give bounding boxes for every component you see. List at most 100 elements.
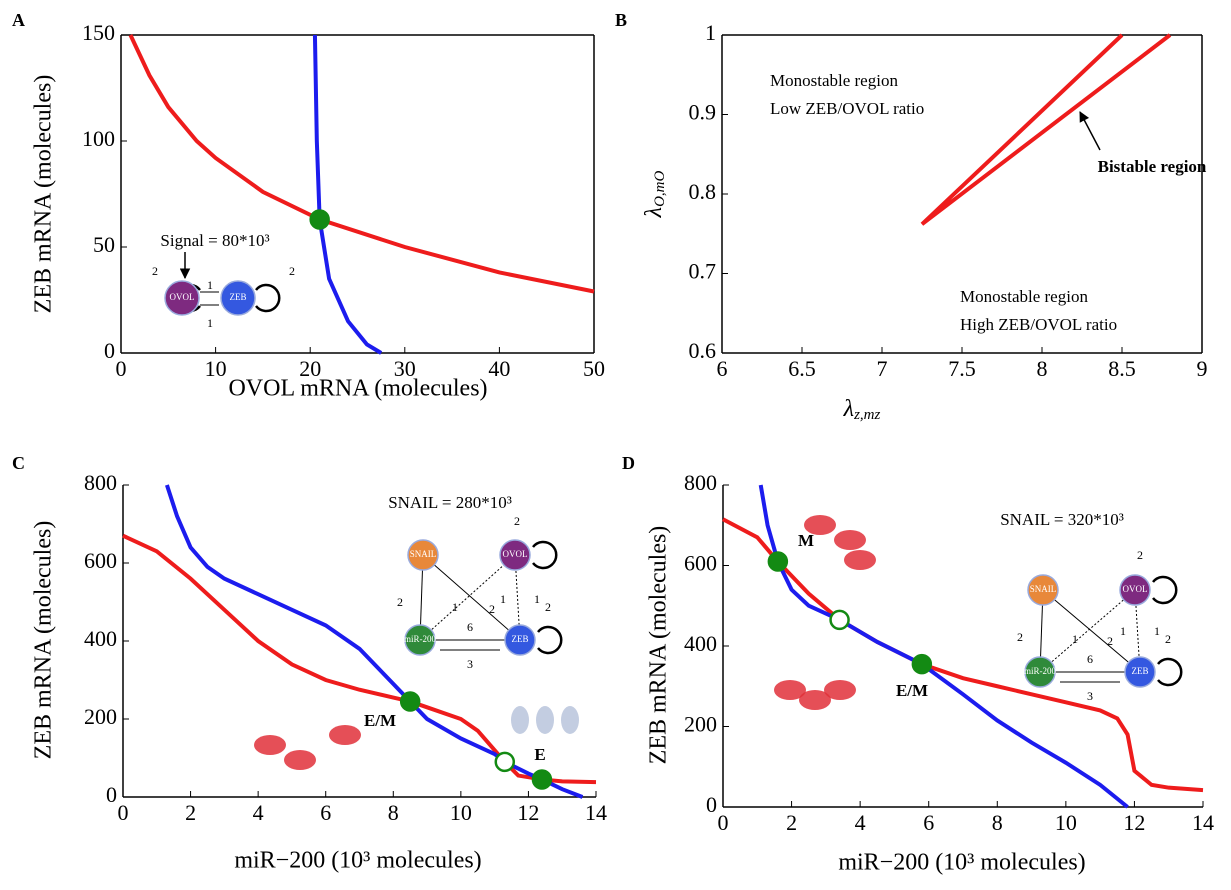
y-tick-label: 0.8	[689, 179, 717, 204]
y-tick-label: 1	[705, 20, 716, 45]
y-axis-label: ZEB mRNA (molecules)	[31, 521, 57, 760]
y-tick-label: 0	[104, 338, 115, 363]
inset-self-loop	[255, 283, 281, 313]
inset-edge-label: 2	[545, 600, 551, 614]
inset-self-loop	[532, 540, 558, 570]
cell-icon	[774, 680, 806, 700]
cell-icon	[284, 750, 316, 770]
inset-edge-label: 2	[514, 514, 520, 528]
inset-edge-label: 2	[1017, 630, 1023, 644]
annotation: M	[798, 531, 814, 550]
cell-icon	[329, 725, 361, 745]
inset-node	[164, 280, 200, 316]
inset-edge-label: 3	[467, 657, 473, 671]
curve	[722, 517, 1204, 793]
x-tick-label: 50	[583, 356, 605, 381]
x-axis-label: λz,mz	[843, 396, 881, 424]
curve	[920, 33, 1172, 226]
steady-state	[531, 769, 553, 790]
x-tick-label: 12	[517, 800, 539, 825]
y-tick-label: 50	[93, 232, 115, 257]
inset-edge-label: 1	[1154, 624, 1160, 638]
cell-icon	[799, 690, 831, 710]
inset-node-label: OVOL	[1123, 584, 1148, 594]
x-tick-label: 6	[320, 800, 331, 825]
y-tick-label: 150	[82, 20, 115, 45]
curve	[165, 484, 584, 799]
x-tick-label: 14	[585, 800, 607, 825]
steady-state	[829, 609, 850, 631]
inset-node-label: ZEB	[230, 292, 247, 302]
inset-edge-label: 1	[534, 592, 540, 606]
y-tick-label: 600	[684, 551, 717, 576]
cell-icon	[844, 550, 876, 570]
cell-icon	[834, 530, 866, 550]
inset-edge-label: 6	[1087, 652, 1093, 666]
x-tick-label: 20	[299, 356, 321, 381]
inset-edge-label: 2	[289, 264, 295, 278]
panel-label: A	[12, 10, 25, 30]
x-tick-label: 14	[1192, 810, 1214, 835]
y-axis-label: ZEB mRNA (molecules)	[31, 75, 57, 314]
inset-node	[1124, 656, 1156, 688]
curve	[128, 34, 595, 294]
inset-edge-label: 2	[397, 595, 403, 609]
inset-self-loop	[1157, 657, 1183, 687]
cell-icon	[824, 680, 856, 700]
inset-edge-label: 2	[152, 264, 158, 278]
annotation: Signal = 80*10³	[160, 231, 269, 250]
inset-node-label: ZEB	[1132, 666, 1149, 676]
curve	[312, 34, 383, 355]
y-tick-label: 600	[84, 548, 117, 573]
annotation: Low ZEB/OVOL ratio	[770, 99, 924, 118]
inset-node	[404, 624, 436, 656]
inset-edge-label: 1	[1120, 624, 1126, 638]
x-tick-label: 6.5	[788, 356, 816, 381]
x-axis-label: OVOL mRNA (molecules)	[228, 376, 487, 402]
arrow	[1079, 111, 1101, 151]
x-tick-label: 4	[855, 810, 866, 835]
annotation: SNAIL = 280*10³	[388, 493, 512, 512]
inset-edge-label: 1	[452, 600, 458, 614]
x-tick-label: 7.5	[948, 356, 976, 381]
inset-node	[220, 280, 256, 316]
inset-node-label: miR-200	[1024, 666, 1057, 676]
y-tick-label: 400	[684, 631, 717, 656]
steady-state	[911, 653, 933, 675]
panel-label: C	[12, 453, 25, 473]
x-tick-label: 2	[185, 800, 196, 825]
cell-icon	[511, 706, 529, 734]
steady-state	[309, 209, 330, 230]
inset-self-loop	[537, 625, 563, 655]
inset-node	[504, 624, 536, 656]
cell-icon	[804, 515, 836, 535]
inset-node	[1119, 574, 1151, 606]
y-tick-label: 0.7	[689, 259, 717, 284]
annotation: E/M	[896, 681, 928, 700]
y-tick-label: 0.6	[689, 338, 717, 363]
cell-icon	[254, 735, 286, 755]
x-tick-label: 30	[394, 356, 416, 381]
annotation: E/M	[364, 711, 396, 730]
panel: A 0 10 20 30 40 50 0 50 100 150 OVOL mRNA (molecule…	[12, 10, 605, 401]
inset-node-label: OVOL	[503, 549, 528, 559]
inset-edge	[419, 554, 516, 641]
x-tick-label: 10	[205, 356, 227, 381]
inset-edge-label: 2	[1107, 634, 1113, 648]
inset-node-label: ZEB	[512, 634, 529, 644]
x-tick-label: 10	[450, 800, 472, 825]
inset-edge-label: 2	[1165, 632, 1171, 646]
inset-edge-label: 1	[207, 278, 213, 292]
inset-edge-label: 1	[500, 592, 506, 606]
x-tick-label: 0	[118, 800, 129, 825]
inset-edge-label: 6	[467, 620, 473, 634]
x-axis-label: miR−200 (10³ molecules)	[234, 848, 481, 874]
y-tick-label: 200	[84, 704, 117, 729]
x-tick-label: 10	[1055, 810, 1077, 835]
curve	[122, 533, 597, 785]
x-tick-label: 6	[717, 356, 728, 381]
x-tick-label: 8	[388, 800, 399, 825]
inset-node	[1024, 656, 1056, 688]
